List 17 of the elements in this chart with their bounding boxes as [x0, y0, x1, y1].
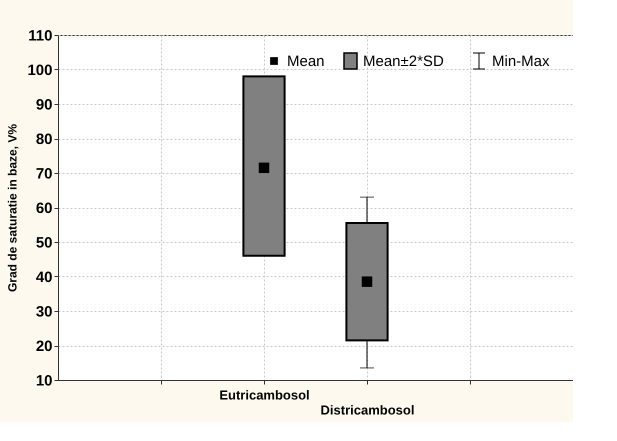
y-axis-title: Grad de saturatie in baze, V%	[5, 124, 20, 292]
y-tick-label: 100	[27, 62, 52, 79]
y-tick-label: 40	[36, 269, 52, 286]
legend-label: Mean	[287, 53, 325, 70]
x-tick-label: Districambosol	[320, 402, 414, 418]
legend-label: Mean±2*SD	[363, 53, 444, 70]
y-tick-label: 10	[36, 372, 52, 390]
y-tick-label: 30	[36, 304, 52, 320]
y-tick-label: 90	[36, 96, 52, 114]
y-tick-label: 110	[28, 28, 52, 44]
y-tick-label: 20	[36, 338, 52, 355]
y-tick-label: 70	[36, 166, 52, 182]
x-tick-label: Eutricambosol	[219, 388, 310, 402]
y-tick-label: 50	[36, 234, 52, 252]
y-tick-label: 60	[36, 200, 52, 217]
annotation: Min-Max	[492, 53, 550, 70]
y-tick-label: 80	[36, 131, 52, 148]
